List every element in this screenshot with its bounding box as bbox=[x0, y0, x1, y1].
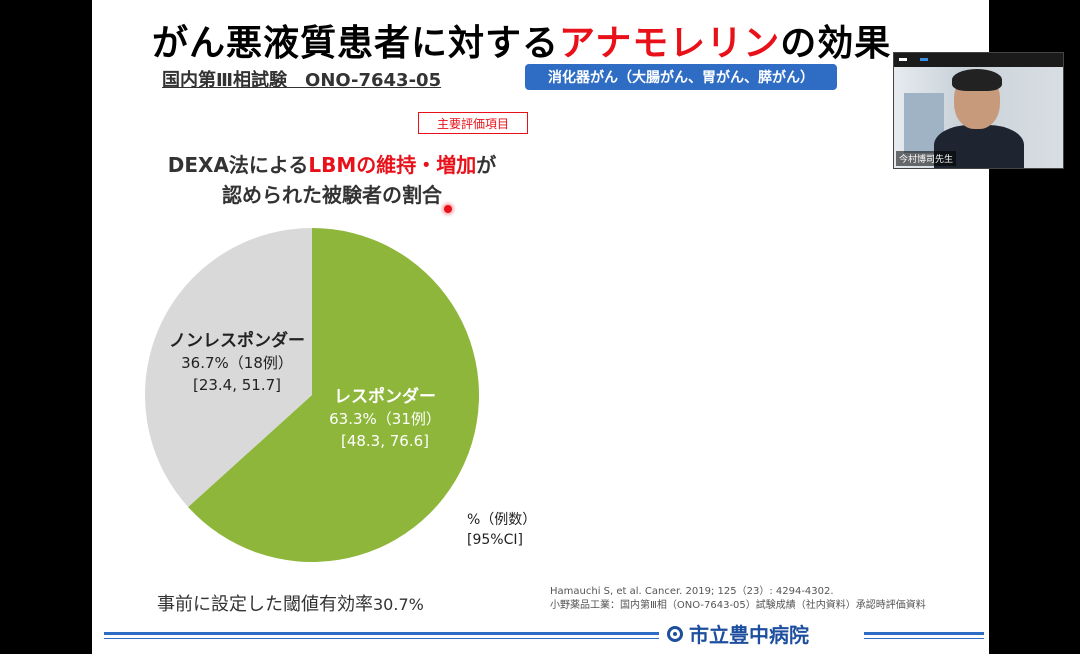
reference-1: Hamauchi S, et al. Cancer. 2019; 125（23）… bbox=[550, 586, 834, 597]
footer-rule-left bbox=[104, 632, 659, 635]
responder-name: レスポンダー bbox=[334, 387, 436, 407]
responder-ci: [48.3, 76.6] bbox=[340, 432, 430, 450]
legend-ci: [95%CI] bbox=[467, 532, 523, 548]
video-thumbnail[interactable]: 今村博司先生 bbox=[893, 52, 1064, 169]
chart-legend: %（例数） [95%CI] bbox=[467, 510, 536, 550]
trial-name: 国内第Ⅲ相試験 ONO-7643-05 bbox=[162, 70, 442, 91]
legend-percent: %（例数） bbox=[467, 512, 537, 528]
participant-name: 今村博司先生 bbox=[896, 151, 957, 166]
pie-slice-nonresponder bbox=[145, 228, 312, 508]
nonresponder-value: 36.7%（18例） bbox=[181, 354, 293, 372]
footer-rule-right bbox=[864, 632, 984, 635]
hospital-logo: 市立豊中病院 bbox=[667, 619, 809, 648]
hospital-name: 市立豊中病院 bbox=[689, 623, 809, 647]
nonresponder-label: ノンレスポンダー 36.7%（18例） [23.4, 51.7] bbox=[157, 330, 317, 396]
responder-value: 63.3%（31例） bbox=[329, 410, 441, 428]
footer-rule-left-thin bbox=[104, 638, 659, 639]
responder-label: レスポンダー 63.3%（31例） [48.3, 76.6] bbox=[310, 386, 460, 452]
pie-slice-responder bbox=[188, 228, 479, 562]
presentation-slide: がん悪液質患者に対するアナモレリンの効果 国内第Ⅲ相試験 ONO-7643-05… bbox=[92, 0, 989, 654]
slide-title: がん悪液質患者に対するアナモレリンの効果 bbox=[152, 23, 892, 64]
laser-pointer bbox=[444, 205, 452, 213]
primary-endpoint-label: 主要評価項目 bbox=[418, 112, 528, 134]
pie-chart bbox=[145, 228, 479, 562]
nonresponder-ci: [23.4, 51.7] bbox=[192, 376, 282, 394]
chart-heading: DEXA法によるLBMの維持・増加が 認められた被験者の割合 bbox=[167, 153, 497, 207]
references: Hamauchi S, et al. Cancer. 2019; 125（23）… bbox=[550, 585, 926, 613]
footer-rule-right-thin bbox=[864, 638, 984, 639]
hospital-emblem-icon bbox=[667, 625, 683, 642]
reference-2: 小野薬品工業：国内第Ⅲ相（ONO-7643-05）試験成績（社内資料）承認時評価… bbox=[550, 600, 926, 611]
status-icon bbox=[920, 58, 928, 61]
threshold-note: 事前に設定した閾値有効率30.7% bbox=[157, 594, 424, 615]
nonresponder-name: ノンレスポンダー bbox=[169, 331, 305, 351]
minimize-icon[interactable] bbox=[899, 58, 907, 61]
cancer-type-badge: 消化器がん（大腸がん、胃がん、膵がん） bbox=[525, 64, 837, 90]
video-toolbar bbox=[894, 53, 1063, 67]
